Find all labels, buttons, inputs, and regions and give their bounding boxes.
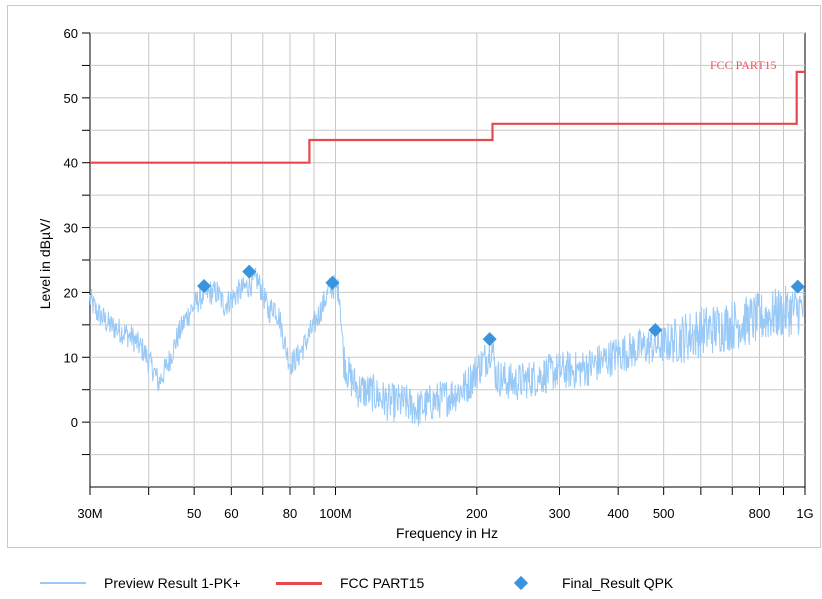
preview-result-line [89, 267, 806, 427]
y-tick-label: 0 [71, 415, 78, 430]
legend-limit-label: FCC PART15 [340, 575, 425, 591]
legend-preview-label: Preview Result 1-PK+ [104, 575, 241, 591]
final-result-point [197, 278, 212, 293]
final-result-point [325, 275, 340, 290]
final-result-point [482, 332, 497, 347]
x-tick-label: 30M [77, 506, 102, 521]
chart-frame: 30M 50 60 80 100M 200 300 400 500 800 1G 0 10 20 30 40 5… [7, 5, 821, 548]
legend: Preview Result 1-PK+ FCC PART15 Final_Re… [0, 572, 822, 594]
final-result-point [242, 264, 257, 279]
legend-limit-swatch [276, 581, 322, 585]
y-tick-label: 50 [64, 91, 78, 106]
x-tick-label: 300 [549, 506, 571, 521]
legend-item-limit: FCC PART15 [276, 572, 424, 594]
y-tick-label: 60 [64, 26, 78, 41]
x-tick-label: 200 [466, 506, 488, 521]
y-axis-title: Level in dBµV/ [37, 219, 53, 310]
y-tick-label: 40 [64, 156, 78, 171]
final-result-point [648, 323, 663, 338]
x-tick-label: 100M [319, 506, 352, 521]
x-tick-label: 60 [224, 506, 238, 521]
legend-final-swatch [513, 575, 529, 591]
x-tick-label: 500 [653, 506, 675, 521]
x-tick-label: 800 [749, 506, 771, 521]
limit-annotation: FCC PART15 [710, 58, 777, 72]
x-tick-label: 400 [607, 506, 629, 521]
legend-item-preview: Preview Result 1-PK+ [40, 572, 241, 594]
y-tick-label: 20 [64, 285, 78, 300]
grid-layer [89, 32, 806, 488]
final-result-point [790, 279, 805, 294]
legend-final-label: Final_Result QPK [562, 575, 674, 591]
legend-preview-swatch [40, 582, 86, 584]
label-layer: 30M 50 60 80 100M 200 300 400 500 800 1G 0 10 20 30 40 5… [64, 26, 814, 521]
series-layer [89, 70, 806, 427]
y-tick-label: 10 [64, 350, 78, 365]
fcc-limit-line [90, 70, 805, 164]
x-tick-label: 80 [283, 506, 297, 521]
x-tick-label: 1G [796, 506, 813, 521]
x-tick-label: 50 [187, 506, 201, 521]
x-axis-title: Frequency in Hz [396, 525, 498, 541]
chart-svg: 30M 50 60 80 100M 200 300 400 500 800 1G 0 10 20 30 40 5… [37, 26, 814, 541]
y-tick-label: 30 [64, 221, 78, 236]
legend-item-final: Final_Result QPK [506, 572, 673, 594]
ticks-layer [82, 32, 806, 495]
